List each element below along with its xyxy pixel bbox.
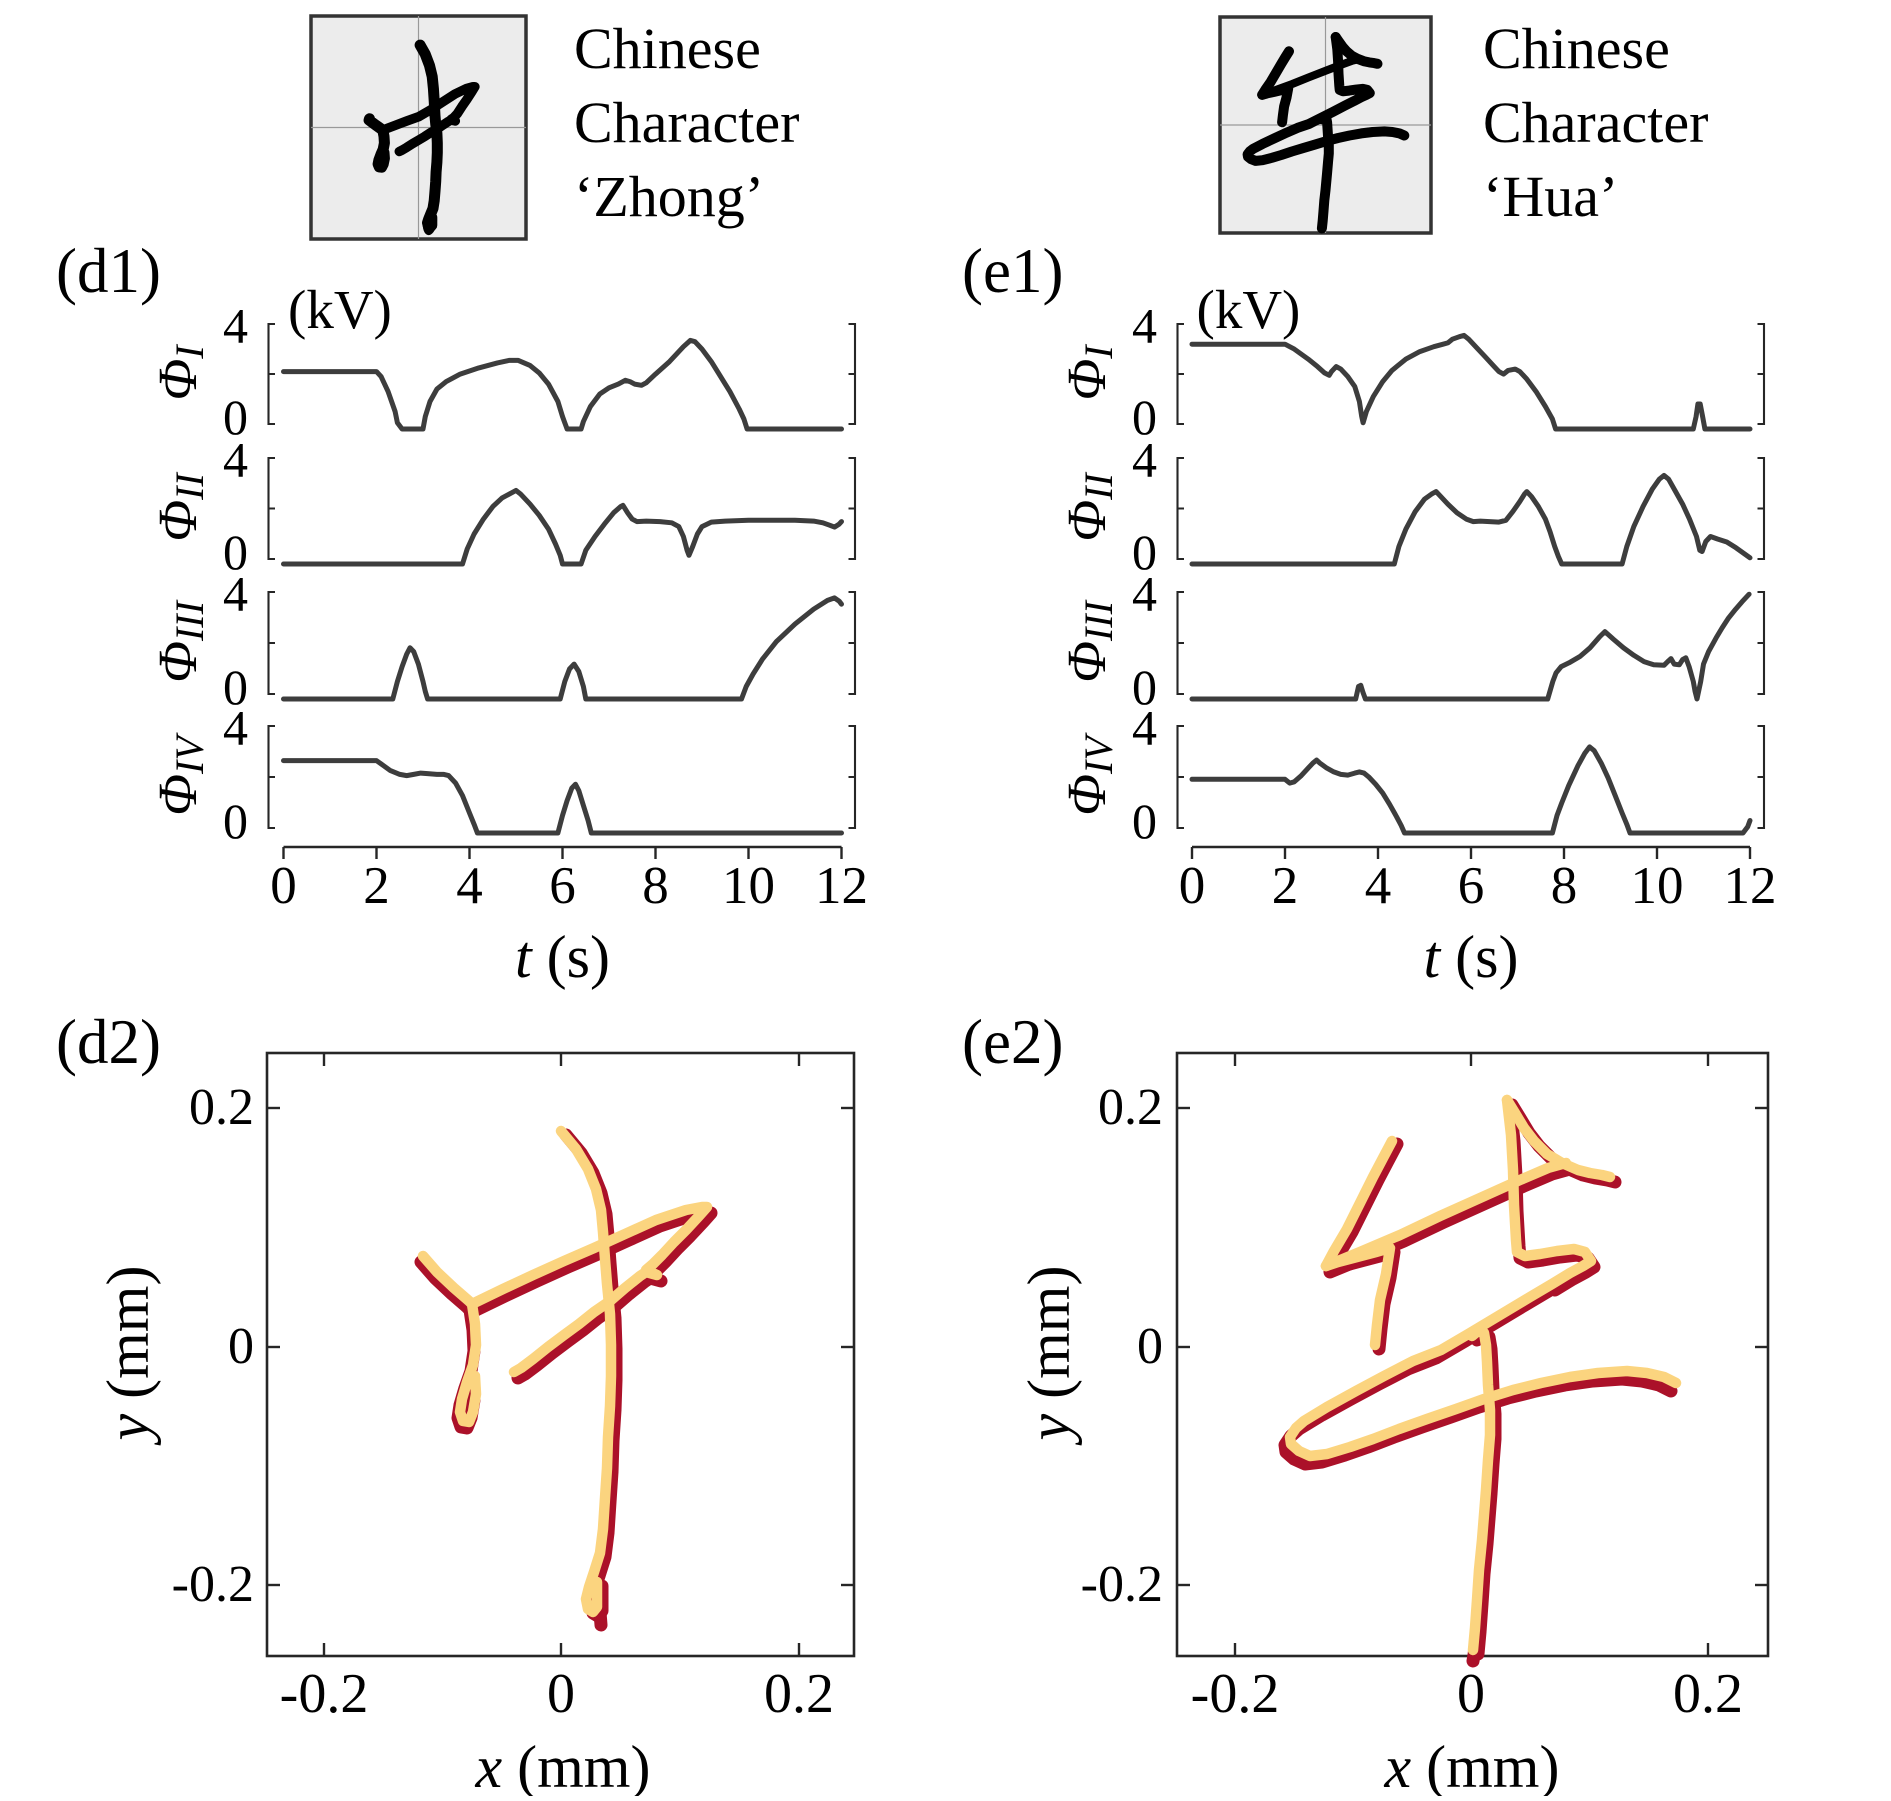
svg-text:6: 6 — [1458, 857, 1485, 915]
svg-text:0: 0 — [228, 1318, 254, 1375]
svg-text:-0.2: -0.2 — [280, 1663, 369, 1725]
svg-text:Character: Character — [1483, 90, 1708, 155]
svg-text:t (s): t (s) — [515, 924, 610, 990]
svg-text:2: 2 — [1272, 857, 1299, 915]
svg-text:t (s): t (s) — [1424, 924, 1519, 990]
svg-text:ΦI: ΦI — [147, 344, 212, 401]
svg-text:x (mm): x (mm) — [1384, 1734, 1560, 1796]
svg-text:(kV): (kV) — [1197, 279, 1301, 340]
svg-text:(e2): (e2) — [962, 1007, 1063, 1077]
svg-text:x (mm): x (mm) — [475, 1734, 651, 1796]
svg-text:0: 0 — [1132, 793, 1157, 849]
svg-text:4: 4 — [223, 298, 248, 354]
svg-text:‘Zhong’: ‘Zhong’ — [574, 164, 764, 229]
svg-text:0: 0 — [1132, 524, 1157, 580]
svg-text:(kV): (kV) — [288, 279, 392, 340]
svg-text:Chinese: Chinese — [1483, 16, 1670, 81]
svg-text:2: 2 — [363, 857, 390, 915]
svg-text:0: 0 — [223, 389, 248, 445]
svg-text:(d1): (d1) — [56, 236, 161, 306]
svg-text:-0.2: -0.2 — [1191, 1663, 1280, 1725]
svg-text:0.2: 0.2 — [1098, 1079, 1163, 1136]
svg-text:0: 0 — [1132, 389, 1157, 445]
svg-text:4: 4 — [1365, 857, 1392, 915]
svg-text:0: 0 — [1179, 857, 1206, 915]
svg-text:0: 0 — [1137, 1318, 1163, 1375]
svg-text:0: 0 — [1132, 659, 1157, 715]
svg-text:12: 12 — [1724, 857, 1777, 915]
svg-text:‘Hua’: ‘Hua’ — [1483, 164, 1618, 229]
svg-text:0: 0 — [223, 524, 248, 580]
svg-text:0.2: 0.2 — [1673, 1663, 1743, 1725]
svg-text:8: 8 — [1551, 857, 1578, 915]
svg-text:ΦIII: ΦIII — [1056, 599, 1121, 683]
svg-text:0: 0 — [270, 857, 297, 915]
svg-text:-0.2: -0.2 — [1081, 1556, 1163, 1613]
svg-text:Character: Character — [574, 90, 799, 155]
svg-text:Chinese: Chinese — [574, 16, 761, 81]
svg-text:4: 4 — [223, 432, 248, 488]
svg-text:y (mm): y (mm) — [1016, 1266, 1082, 1447]
svg-text:0.2: 0.2 — [764, 1663, 834, 1725]
svg-text:0.2: 0.2 — [189, 1079, 254, 1136]
svg-text:0: 0 — [223, 659, 248, 715]
svg-text:4: 4 — [1132, 432, 1157, 488]
svg-text:0: 0 — [1457, 1663, 1485, 1725]
svg-text:(d2): (d2) — [56, 1007, 161, 1077]
svg-text:4: 4 — [1132, 298, 1157, 354]
svg-text:0: 0 — [547, 1663, 575, 1725]
svg-text:6: 6 — [549, 857, 576, 915]
svg-text:12: 12 — [815, 857, 868, 915]
svg-text:4: 4 — [456, 857, 483, 915]
svg-text:y (mm): y (mm) — [95, 1266, 161, 1447]
svg-text:-0.2: -0.2 — [172, 1556, 254, 1613]
svg-text:4: 4 — [1132, 700, 1157, 756]
svg-text:10: 10 — [1631, 857, 1684, 915]
svg-text:0: 0 — [223, 793, 248, 849]
svg-text:4: 4 — [1132, 566, 1157, 622]
svg-text:10: 10 — [722, 857, 775, 915]
svg-text:8: 8 — [642, 857, 669, 915]
svg-text:4: 4 — [223, 566, 248, 622]
svg-text:4: 4 — [223, 700, 248, 756]
svg-text:(e1): (e1) — [962, 236, 1063, 306]
